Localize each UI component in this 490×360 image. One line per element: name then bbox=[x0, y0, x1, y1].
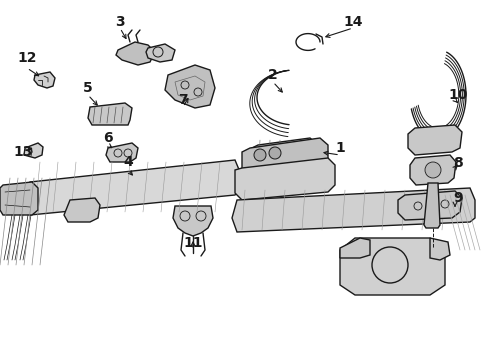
Polygon shape bbox=[24, 143, 43, 158]
Polygon shape bbox=[252, 138, 318, 168]
Polygon shape bbox=[340, 238, 370, 258]
Text: 11: 11 bbox=[183, 236, 203, 250]
Polygon shape bbox=[410, 155, 456, 185]
Text: 7: 7 bbox=[178, 93, 188, 107]
Polygon shape bbox=[398, 191, 462, 220]
Text: 3: 3 bbox=[115, 15, 125, 29]
Polygon shape bbox=[118, 178, 168, 183]
Text: 5: 5 bbox=[83, 81, 93, 95]
Text: 8: 8 bbox=[453, 156, 463, 170]
Polygon shape bbox=[424, 183, 440, 228]
Polygon shape bbox=[88, 103, 132, 125]
Circle shape bbox=[425, 162, 441, 178]
Polygon shape bbox=[165, 65, 215, 108]
Text: 13: 13 bbox=[13, 145, 33, 159]
Polygon shape bbox=[116, 42, 155, 65]
Text: 12: 12 bbox=[17, 51, 37, 65]
Circle shape bbox=[254, 149, 266, 161]
Text: 10: 10 bbox=[448, 88, 467, 102]
Text: 6: 6 bbox=[103, 131, 113, 145]
Text: 1: 1 bbox=[335, 141, 345, 155]
Polygon shape bbox=[34, 72, 55, 88]
Polygon shape bbox=[242, 138, 328, 185]
Circle shape bbox=[269, 147, 281, 159]
Polygon shape bbox=[173, 206, 213, 236]
Polygon shape bbox=[25, 160, 240, 215]
Text: 9: 9 bbox=[453, 191, 463, 205]
Polygon shape bbox=[235, 158, 335, 200]
Text: 4: 4 bbox=[123, 155, 133, 169]
Polygon shape bbox=[0, 182, 38, 215]
Polygon shape bbox=[64, 198, 100, 222]
Text: 2: 2 bbox=[268, 68, 278, 82]
Polygon shape bbox=[340, 238, 445, 295]
Polygon shape bbox=[408, 125, 462, 155]
Polygon shape bbox=[430, 238, 450, 260]
Text: 14: 14 bbox=[343, 15, 363, 29]
Polygon shape bbox=[146, 44, 175, 62]
Polygon shape bbox=[106, 143, 138, 162]
Polygon shape bbox=[232, 188, 475, 232]
